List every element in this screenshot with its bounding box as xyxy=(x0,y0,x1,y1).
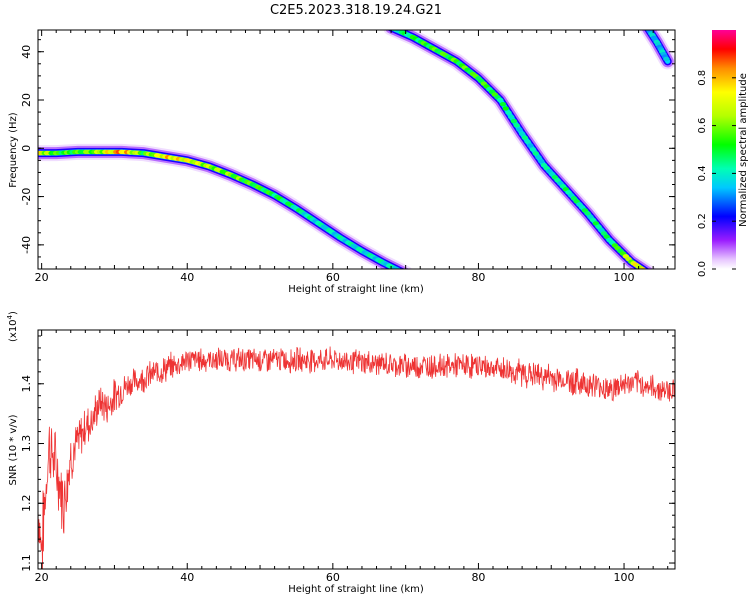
heatmap-cell xyxy=(505,110,512,115)
snr-frame xyxy=(37,329,676,570)
heatmap-cell xyxy=(589,217,597,223)
heatmap-frame xyxy=(37,29,676,270)
heatmap-cell xyxy=(600,231,608,236)
heatmap-cell xyxy=(644,270,650,274)
heatmap-cell xyxy=(529,147,537,152)
snr-series-line xyxy=(38,346,675,569)
heatmap-cell xyxy=(510,118,518,124)
snr-plot-background xyxy=(38,330,675,569)
snr-scale-exponent: 4 xyxy=(6,314,14,319)
heatmap-cell xyxy=(644,25,650,29)
heatmap-cell xyxy=(499,102,507,107)
snr-panel: 20 40 60 80 100 1.1 1.2 1.3 1.4 Height of strai… xyxy=(6,311,676,595)
heatmap-cell xyxy=(643,23,649,27)
x-tick-label: 40 xyxy=(180,571,194,584)
y-tick-label: 1.3 xyxy=(20,435,33,453)
x-tick-label: 100 xyxy=(614,271,635,284)
chart-title: C2E5.2023.318.19.24.G21 xyxy=(270,3,442,18)
snr-y-label: SNR (10 * v/v) xyxy=(8,414,19,485)
colorbar-label: Normalized spectral amplitude xyxy=(738,73,749,227)
colorbar-tick-label: 0.0 xyxy=(697,261,708,277)
heatmap-cell xyxy=(592,221,600,226)
heatmap-cell xyxy=(538,159,545,164)
x-tick-label: 20 xyxy=(35,571,49,584)
heatmap-cell xyxy=(527,143,534,148)
x-tick-label: 60 xyxy=(326,571,340,584)
heatmap-cell xyxy=(400,270,406,274)
x-tick-label: 80 xyxy=(471,271,485,284)
heatmap-cell xyxy=(598,227,605,233)
heatmap-tracks xyxy=(38,23,675,274)
heatmap-cells xyxy=(38,23,675,274)
heatmap-cell xyxy=(518,131,526,137)
heatmap-cell xyxy=(508,114,515,120)
y-tick-label: 1.2 xyxy=(20,495,33,513)
snr-scale-close: ) xyxy=(8,311,19,315)
heatmap-cell xyxy=(516,127,523,132)
heatmap-y-label: Frequency (Hz) xyxy=(8,112,19,188)
colorbar-tick-label: 0.4 xyxy=(697,165,708,181)
y-tick-label: 1.4 xyxy=(20,375,33,393)
colorbar-tick-label: 0.8 xyxy=(697,70,708,86)
y-tick-label: -40 xyxy=(20,236,33,254)
heatmap-plot-area xyxy=(38,23,675,274)
heatmap-cell xyxy=(663,56,670,62)
heatmap-cell xyxy=(587,214,594,219)
snr-scale-prefix: (x10 xyxy=(8,319,19,342)
colorbar: 0.0 0.2 0.4 0.6 0.8 Normalized spectral ampl… xyxy=(697,30,749,277)
x-tick-label: 60 xyxy=(326,271,340,284)
colorbar-gradient xyxy=(712,30,736,269)
heatmap-cell xyxy=(502,106,509,111)
heatmap-cell xyxy=(399,268,402,269)
colorbar-ticks: 0.0 0.2 0.4 0.6 0.8 xyxy=(697,70,736,277)
heatmap-cell xyxy=(595,224,602,229)
x-tick-label: 40 xyxy=(180,271,194,284)
heatmap-cell xyxy=(603,234,610,239)
y-tick-label: -20 xyxy=(20,188,33,206)
heatmap-cell xyxy=(532,151,539,156)
y-tick-label: 40 xyxy=(20,45,33,59)
y-tick-label: 0 xyxy=(20,145,33,152)
heatmap-cell xyxy=(535,155,542,160)
heatmap-cell xyxy=(521,135,529,140)
heatmap-cell xyxy=(497,97,504,103)
heatmap-x-label: Height of straight line (km) xyxy=(288,284,424,295)
x-tick-label: 20 xyxy=(35,271,49,284)
heatmap-cell xyxy=(524,139,531,144)
snr-y-axis: 1.1 1.2 1.3 1.4 xyxy=(20,335,675,572)
heatmap-y-axis: -40 -20 0 20 40 xyxy=(20,39,675,270)
heatmap-cell xyxy=(394,267,401,269)
x-tick-label: 100 xyxy=(614,571,635,584)
x-tick-label: 80 xyxy=(471,571,485,584)
heatmap-cell xyxy=(584,211,591,216)
snr-x-label: Height of straight line (km) xyxy=(288,584,424,595)
spectrogram-panel: 20 40 60 80 100 -40 -20 0 20 40 Height of straig… xyxy=(8,23,749,295)
heatmap-x-axis: 20 40 60 80 100 xyxy=(35,30,669,284)
heatmap-cell xyxy=(388,25,394,29)
heatmap-cell xyxy=(513,123,520,128)
snr-y-scale-label: (x104) xyxy=(6,311,19,342)
y-tick-label: 1.1 xyxy=(20,554,33,572)
y-tick-label: 20 xyxy=(20,93,33,107)
colorbar-tick-label: 0.6 xyxy=(697,118,708,134)
colorbar-tick-label: 0.2 xyxy=(697,213,708,229)
